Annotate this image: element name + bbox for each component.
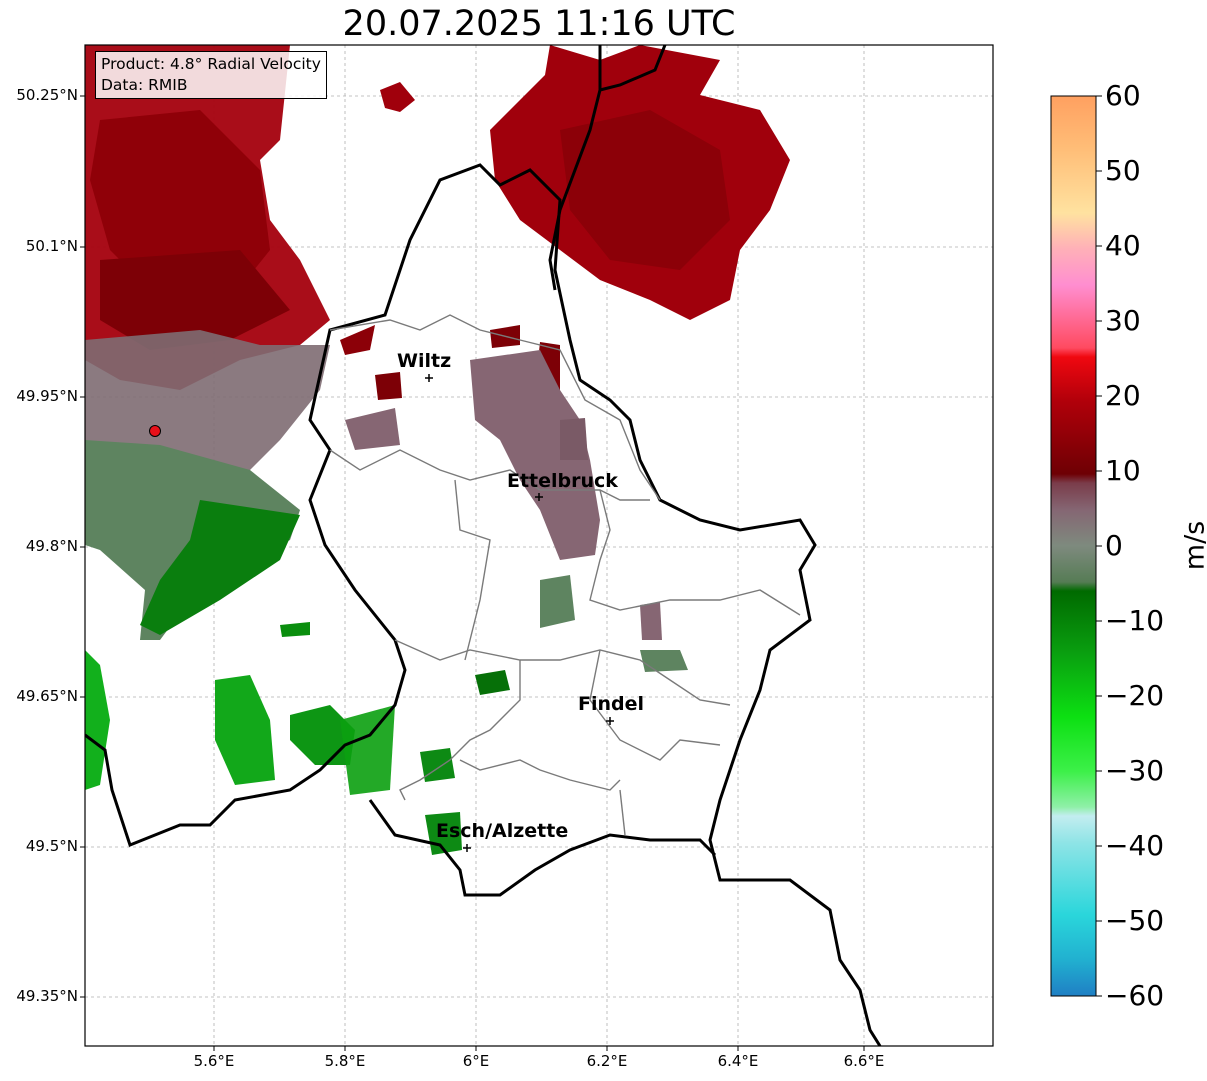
lat-tick-label: 49.65°N — [16, 687, 78, 705]
colorbar-tick-label: 40 — [1105, 229, 1141, 262]
product-label: Product: 4.8° Radial Velocity — [101, 55, 321, 73]
lat-tick-label: 50.25°N — [16, 86, 78, 104]
lat-tick-label: 49.95°N — [16, 387, 78, 405]
lat-tick-label: 49.8°N — [25, 537, 78, 555]
radar-site-marker — [149, 425, 161, 437]
radar-echoes-inbound — [85, 440, 688, 855]
plot-frame — [84, 44, 994, 1047]
radar-echoes-outbound — [85, 45, 790, 400]
colorbar-unit-label: m/s — [1179, 520, 1207, 571]
lon-tick-label: 5.8°E — [324, 1052, 366, 1070]
colorbar-tick-label: 60 — [1105, 79, 1141, 112]
country-borders — [85, 45, 882, 1046]
colorbar-tick-label: 20 — [1105, 379, 1141, 412]
city-label-ettelbruck: Ettelbruck — [507, 470, 618, 492]
colorbar-tick-label: 0 — [1105, 529, 1123, 562]
lon-tick-label: 6.4°E — [717, 1052, 759, 1070]
colorbar-tick-label: −40 — [1105, 829, 1165, 862]
city-label-esch-alzette: Esch/Alzette — [436, 820, 569, 842]
lat-tick-marks — [80, 95, 85, 998]
lon-tick-marks — [213, 1046, 865, 1051]
colorbar — [1050, 95, 1097, 997]
colorbar-tick-label: 50 — [1105, 154, 1141, 187]
lon-tick-label: 6°E — [462, 1052, 490, 1070]
lat-tick-label: 49.35°N — [16, 987, 78, 1005]
lon-tick-label: 6.6°E — [843, 1052, 885, 1070]
product-info-box: Product: 4.8° Radial Velocity Data: RMIB — [95, 51, 327, 99]
lon-tick-label: 6.2°E — [586, 1052, 628, 1070]
map-title: 20.07.2025 11:16 UTC — [342, 4, 736, 44]
colorbar-tick-label: 10 — [1105, 454, 1141, 487]
lat-tick-label: 50.1°N — [25, 237, 78, 255]
colorbar-tick-label: −20 — [1105, 679, 1165, 712]
lon-tick-label: 5.6°E — [193, 1052, 235, 1070]
colorbar-tick-label: −10 — [1105, 604, 1165, 637]
lat-tick-label: 49.5°N — [25, 837, 78, 855]
canton-boundaries — [329, 314, 801, 836]
city-label-wiltz: Wiltz — [397, 350, 452, 372]
colorbar-tick-label: −30 — [1105, 754, 1165, 787]
colorbar-tick-label: −60 — [1105, 979, 1165, 1012]
city-label-findel: Findel — [578, 693, 645, 715]
data-source-label: Data: RMIB — [101, 76, 188, 94]
colorbar-tick-label: −50 — [1105, 904, 1165, 937]
colorbar-tick-label: 30 — [1105, 304, 1141, 337]
colorbar-tick-marks — [1096, 95, 1102, 997]
city-markers — [425, 374, 614, 852]
